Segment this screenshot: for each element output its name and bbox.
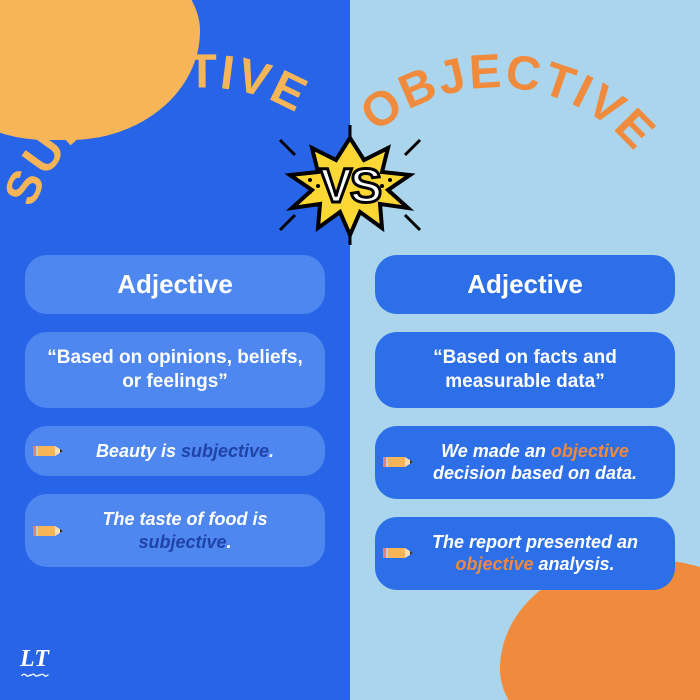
left-example-2-card: The taste of food is subjective. (25, 494, 325, 567)
example-text-post: . (227, 532, 232, 552)
right-example-2-card: The report presented an objective analys… (375, 517, 675, 590)
pencil-icon (33, 444, 63, 458)
vs-badge: VS (260, 120, 440, 255)
infographic-container: SUBJECTIVE Adjective “Based on opinions,… (0, 0, 700, 700)
pencil-icon (33, 524, 63, 538)
example-text-post: . (269, 441, 274, 461)
pencil-icon (383, 546, 413, 560)
left-part-of-speech-card: Adjective (25, 255, 325, 314)
example-highlight: subjective (138, 532, 226, 552)
example-text-pre: We made an (441, 441, 551, 461)
brand-logo: LT 〜〜〜 (20, 646, 49, 682)
example-text-pre: The report presented an (432, 532, 638, 552)
example-text-post: analysis. (533, 554, 614, 574)
right-example-1-card: We made an objective decision based on d… (375, 426, 675, 499)
pencil-icon (383, 455, 413, 469)
example-highlight: objective (551, 441, 629, 461)
vs-text: VS (320, 160, 381, 213)
example-text-pre: The taste of food is (102, 509, 267, 529)
left-card-stack: Adjective “Based on opinions, beliefs, o… (25, 255, 325, 585)
left-definition-card: “Based on opinions, beliefs, or feelings… (25, 332, 325, 408)
example-text-pre: Beauty is (96, 441, 181, 461)
right-card-stack: Adjective “Based on facts and measurable… (375, 255, 675, 608)
right-definition-card: “Based on facts and measurable data” (375, 332, 675, 408)
right-panel: OBJECTIVE Adjective “Based on facts and … (350, 0, 700, 700)
example-text-post: decision based on data. (433, 463, 637, 483)
example-highlight: objective (455, 554, 533, 574)
right-part-of-speech-card: Adjective (375, 255, 675, 314)
left-panel: SUBJECTIVE Adjective “Based on opinions,… (0, 0, 350, 700)
logo-underline: 〜〜〜 (20, 667, 49, 682)
left-example-1-card: Beauty is subjective. (25, 426, 325, 477)
example-highlight: subjective (181, 441, 269, 461)
